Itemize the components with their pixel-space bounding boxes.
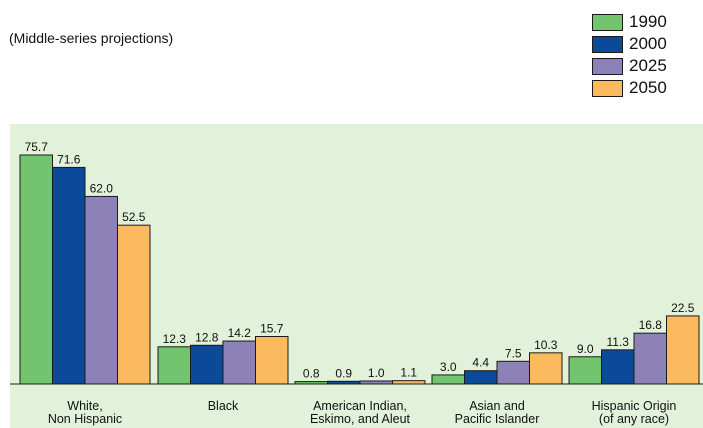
legend-swatch-2050: [592, 79, 623, 97]
category-label: Eskimo, and Aleut: [310, 412, 411, 426]
bar-2025: [84, 195, 118, 385]
category-label: Pacific Islander: [455, 412, 540, 426]
bar-2050: [529, 352, 563, 385]
bar-value-label: 9.0: [577, 342, 594, 356]
bar-2050: [117, 224, 151, 385]
bar-2000: [464, 370, 498, 385]
legend-item-2050: 2050: [592, 77, 667, 99]
bar-value-label: 22.5: [671, 301, 695, 315]
category-label: White,: [67, 399, 102, 413]
bar-group: 0.8 0.9 1.0 1.1 American Indian,Eskimo, and …: [294, 366, 426, 426]
bar-value-label: 12.3: [163, 332, 187, 346]
bar-1990: [157, 346, 191, 385]
bar-value-label: 7.5: [505, 346, 522, 360]
bar-2050: [255, 336, 289, 385]
legend-swatch-2000: [592, 35, 623, 53]
bar-value-label: 1.0: [368, 366, 385, 380]
bar-value-label: 12.8: [195, 330, 219, 344]
category-label: Hispanic Origin: [592, 399, 677, 413]
category-label: Non Hispanic: [48, 412, 122, 426]
bar-value-label: 10.3: [534, 338, 558, 352]
bar-2000: [52, 166, 86, 385]
bar-1990: [568, 356, 602, 385]
bar-value-label: 11.3: [607, 335, 630, 349]
bar-2000: [601, 349, 635, 385]
bar-value-label: 0.8: [303, 367, 320, 381]
bar-2025: [222, 340, 256, 385]
bar-value-label: 3.0: [440, 360, 457, 374]
legend-swatch-1990: [592, 13, 623, 31]
bar-value-label: 14.2: [228, 326, 252, 340]
bar-2025: [496, 360, 530, 385]
legend-item-1990: 1990: [592, 11, 667, 33]
bar-value-label: 15.7: [260, 322, 284, 336]
legend: 1990 2000 2025 2050: [592, 11, 667, 99]
chart-subtitle: (Middle-series projections): [9, 30, 174, 46]
bar-group: 9.0 11.3 16.8 22.5 Hispanic Origin(of any ra…: [568, 301, 700, 426]
bar-2025: [633, 332, 667, 385]
category-label: Black: [208, 399, 239, 413]
legend-swatch-2025: [592, 57, 623, 75]
category-label: American Indian,: [313, 399, 407, 413]
bar-value-label: 71.6: [57, 152, 81, 166]
bar-value-label: 16.8: [639, 318, 663, 332]
legend-item-2000: 2000: [592, 33, 667, 55]
bar-value-label: 52.5: [122, 210, 146, 224]
legend-label-2050: 2050: [629, 78, 667, 97]
bar-group: 75.7 71.6 62.0 52.5 White,Non Hispanic: [19, 140, 151, 426]
category-label: Asian and: [469, 399, 525, 413]
bar-value-label: 62.0: [90, 181, 114, 195]
bar-value-label: 75.7: [25, 140, 49, 154]
legend-item-2025: 2025: [592, 55, 667, 77]
bar-value-label: 1.1: [400, 366, 417, 380]
bar-2000: [190, 344, 224, 385]
category-label: (of any race): [599, 412, 669, 426]
bar-1990: [19, 154, 53, 385]
legend-label-1990: 1990: [629, 12, 667, 31]
bar-2050: [666, 315, 700, 385]
bar-value-label: 0.9: [335, 366, 352, 380]
bar-1990: [431, 374, 465, 385]
bar-value-label: 4.4: [472, 356, 489, 370]
bar-group: 12.3 12.8 14.2 15.7 Black: [157, 322, 289, 413]
legend-label-2025: 2025: [629, 56, 667, 75]
legend-label-2000: 2000: [629, 34, 667, 53]
